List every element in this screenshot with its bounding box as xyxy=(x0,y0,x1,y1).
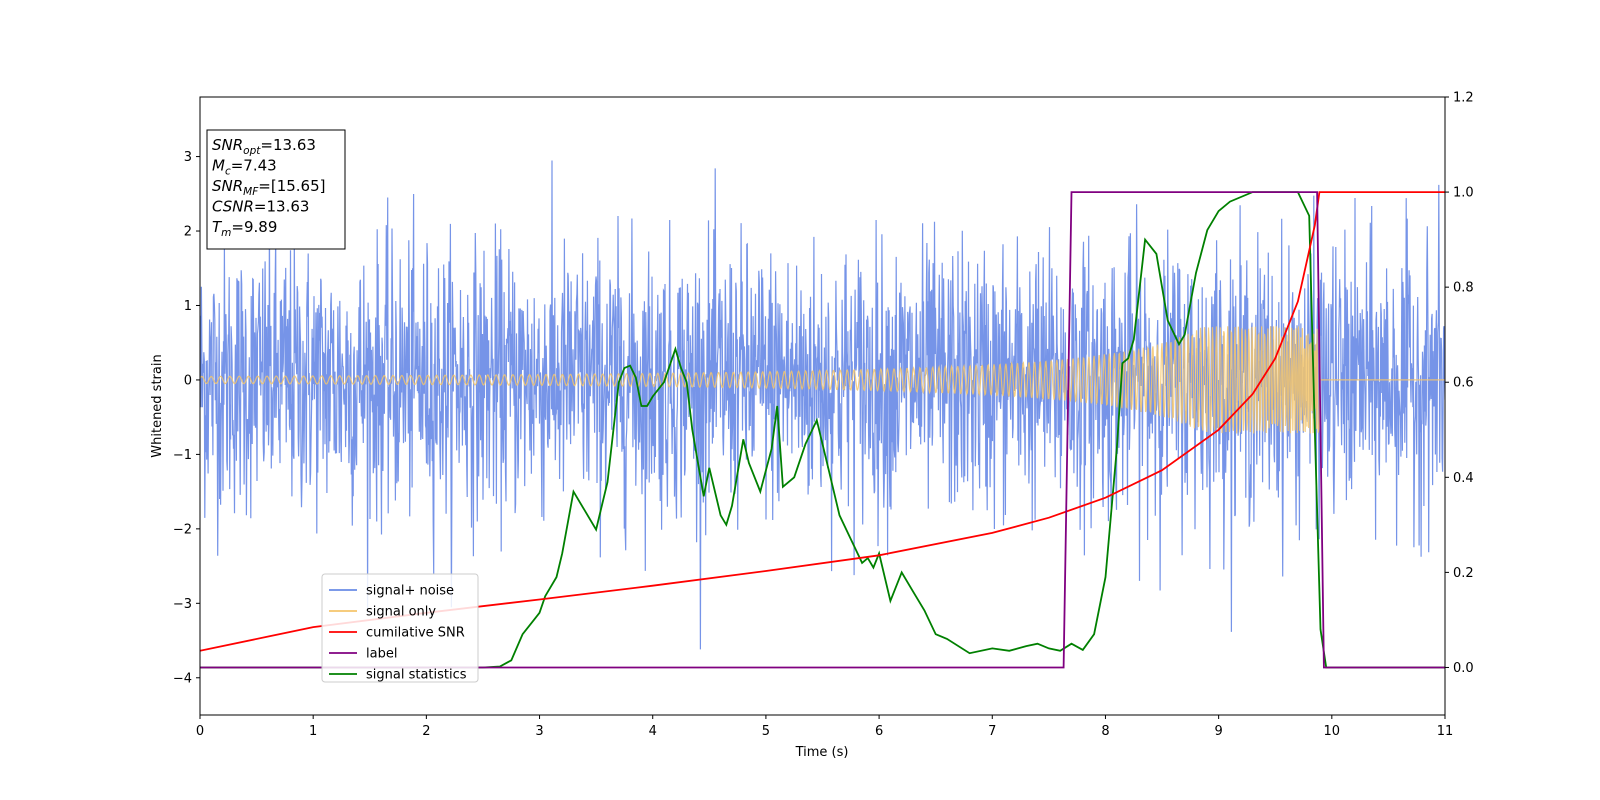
x-tick-label: 9 xyxy=(1214,724,1222,739)
signal-only-layer xyxy=(200,326,1445,434)
right-y-tick-label: 0.0 xyxy=(1453,661,1474,676)
x-tick-label: 6 xyxy=(875,724,883,739)
right-y-tick-label: 1.2 xyxy=(1453,91,1474,106)
left-y-tick-label: 3 xyxy=(184,150,192,165)
left-y-tick-label: 0 xyxy=(184,373,192,388)
left-y-tick-label: 1 xyxy=(184,299,192,314)
x-tick-label: 5 xyxy=(762,724,770,739)
legend-entry: signal statistics xyxy=(366,668,467,683)
legend-entry: label xyxy=(366,647,397,662)
left-y-tick-label: −3 xyxy=(173,597,192,612)
legend-entry: signal only xyxy=(366,605,436,620)
left-y-axis-ticks: −4 −3 −2 −1 0 1 2 3 xyxy=(173,150,200,686)
legend: signal+ noise signal only cumilative SNR la… xyxy=(321,573,479,683)
x-tick-label: 0 xyxy=(196,724,204,739)
legend-entry: cumilative SNR xyxy=(366,626,465,641)
x-tick-label: 3 xyxy=(535,724,543,739)
cumulative-snr-series xyxy=(200,191,1445,652)
right-y-tick-label: 1.0 xyxy=(1453,186,1474,201)
annotation-line: SNRopt=13.63 xyxy=(212,136,316,157)
annotation-line: Mc=7.43 xyxy=(212,157,277,178)
x-axis-label: Time (s) xyxy=(795,745,849,760)
x-axis-ticks: 0 1 2 3 4 5 6 7 8 9 10 11 xyxy=(196,715,1453,739)
annotation-frame xyxy=(206,129,346,250)
legend-entry: signal+ noise xyxy=(366,584,454,599)
x-tick-label: 11 xyxy=(1437,724,1454,739)
legend-frame xyxy=(321,573,479,683)
signal-only-series xyxy=(200,326,1445,434)
signal-statistics-series xyxy=(200,191,1445,669)
right-y-tick-label: 0.2 xyxy=(1453,566,1474,581)
left-y-tick-label: −2 xyxy=(173,522,192,537)
right-y-tick-label: 0.4 xyxy=(1453,471,1474,486)
annotation-line: SNRMF=[15.65] xyxy=(212,177,326,198)
right-axis-series-layer xyxy=(200,191,1445,669)
x-tick-label: 7 xyxy=(988,724,996,739)
annotation-line: Tm=9.89 xyxy=(212,218,277,239)
left-y-tick-label: 2 xyxy=(184,225,192,240)
x-tick-label: 1 xyxy=(309,724,317,739)
left-y-tick-label: −1 xyxy=(173,448,192,463)
label-series xyxy=(200,191,1445,669)
x-tick-label: 2 xyxy=(422,724,430,739)
plot-frame xyxy=(199,96,1446,716)
x-tick-label: 10 xyxy=(1324,724,1341,739)
x-tick-label: 4 xyxy=(649,724,657,739)
right-y-tick-label: 0.6 xyxy=(1453,376,1474,391)
x-tick-label: 8 xyxy=(1101,724,1109,739)
annotation-line: CSNR=13.63 xyxy=(212,198,309,216)
left-y-tick-label: −4 xyxy=(173,671,192,686)
y-axis-label: Whitened strain xyxy=(150,354,165,457)
right-y-axis-ticks: 0.0 0.2 0.4 0.6 0.8 1.0 1.2 xyxy=(1445,91,1474,676)
right-y-tick-label: 0.8 xyxy=(1453,281,1474,296)
stats-annotation-box: SNRopt=13.63Mc=7.43SNRMF=[15.65]CSNR=13.… xyxy=(206,129,346,250)
